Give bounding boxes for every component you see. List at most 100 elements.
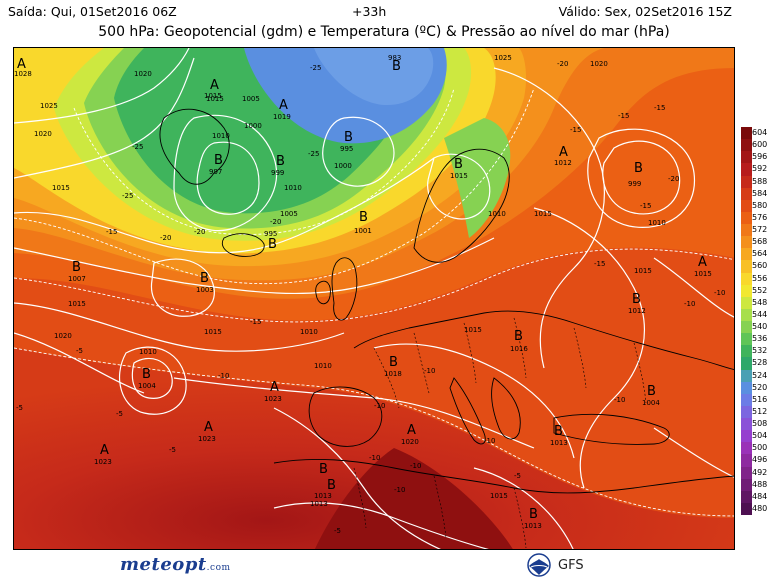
svg-text:1023: 1023 xyxy=(264,395,282,403)
svg-text:1013: 1013 xyxy=(524,522,542,530)
svg-text:1015: 1015 xyxy=(204,328,222,336)
svg-text:-20: -20 xyxy=(557,60,568,68)
footer: meteopt.com GFS xyxy=(0,550,768,580)
brand-name: meteopt xyxy=(120,554,207,575)
colorbar-tick-label: 544 xyxy=(752,309,768,319)
svg-text:1012: 1012 xyxy=(628,307,646,315)
svg-text:B: B xyxy=(142,367,151,382)
coastlines xyxy=(159,108,734,494)
svg-text:A: A xyxy=(559,145,568,160)
svg-text:1015: 1015 xyxy=(694,270,712,278)
svg-text:A: A xyxy=(407,423,416,438)
svg-text:1015: 1015 xyxy=(634,267,652,275)
svg-text:A: A xyxy=(100,443,109,458)
meteopt-logo[interactable]: meteopt.com xyxy=(120,554,231,575)
svg-text:-10: -10 xyxy=(410,462,421,470)
colorbar-tick-label: 536 xyxy=(752,334,768,344)
header-row: Saída: Qui, 01Set2016 06Z +33h Válido: S… xyxy=(0,4,768,20)
colorbar-swatch xyxy=(741,454,752,467)
svg-text:1015: 1015 xyxy=(490,492,508,500)
colorbar-swatch xyxy=(741,199,752,212)
svg-text:-20: -20 xyxy=(160,234,171,242)
svg-text:-15: -15 xyxy=(106,228,117,236)
svg-text:1005: 1005 xyxy=(280,210,298,218)
svg-text:B: B xyxy=(268,237,277,252)
svg-text:B: B xyxy=(647,384,656,399)
colorbar-tick-label: 528 xyxy=(752,358,768,368)
svg-text:-10: -10 xyxy=(614,396,625,404)
svg-text:B: B xyxy=(276,154,285,169)
svg-text:-5: -5 xyxy=(334,527,341,535)
colorbar-tick-label: 600 xyxy=(752,140,768,150)
svg-text:B: B xyxy=(514,329,523,344)
colorbar-swatch xyxy=(741,442,752,455)
svg-text:1007: 1007 xyxy=(68,275,86,283)
colorbar-tick-label: 480 xyxy=(752,503,768,513)
colorbar-tick-label: 488 xyxy=(752,479,768,489)
colorbar-tick-label: 576 xyxy=(752,212,768,222)
svg-text:B: B xyxy=(319,462,328,477)
svg-text:-5: -5 xyxy=(169,446,176,454)
colorbar-swatch xyxy=(741,345,752,358)
svg-text:B: B xyxy=(359,210,368,225)
svg-text:B: B xyxy=(344,130,353,145)
svg-text:1015: 1015 xyxy=(68,300,86,308)
svg-text:B: B xyxy=(214,153,223,168)
svg-text:1015: 1015 xyxy=(204,92,222,100)
colorbar-swatch xyxy=(741,381,752,394)
temp-band-light-blue xyxy=(314,48,434,106)
svg-text:995: 995 xyxy=(340,145,353,153)
svg-text:B: B xyxy=(632,292,641,307)
svg-text:1015: 1015 xyxy=(534,210,552,218)
country-borders xyxy=(353,317,647,549)
svg-text:1015: 1015 xyxy=(206,95,224,103)
svg-text:-15: -15 xyxy=(618,112,629,120)
svg-text:-10: -10 xyxy=(369,454,380,462)
colorbar-tick-label: 492 xyxy=(752,467,768,477)
colorbar-tick-label: 532 xyxy=(752,346,768,356)
valid-info: Válido: Sex, 02Set2016 15Z xyxy=(558,4,732,19)
svg-text:1010: 1010 xyxy=(212,132,230,140)
colorbar-tick-label: 504 xyxy=(752,431,768,441)
temperature-value-labels: -25 -25 -20 -20 -20 -25 -25 -15 -15 -20 … xyxy=(16,60,725,535)
svg-text:B: B xyxy=(392,59,401,74)
svg-text:1010: 1010 xyxy=(648,219,666,227)
svg-text:1013: 1013 xyxy=(310,500,328,508)
colorbar-swatch xyxy=(741,211,752,224)
colorbar-swatch xyxy=(741,248,752,261)
colorbar-tick-label: 496 xyxy=(752,455,768,465)
colorbar-swatch xyxy=(741,466,752,479)
colorbar-swatch xyxy=(741,321,752,334)
svg-text:A: A xyxy=(17,57,26,72)
svg-text:B: B xyxy=(200,271,209,286)
svg-text:1020: 1020 xyxy=(134,70,152,78)
model-name: GFS xyxy=(558,558,584,573)
svg-text:-10: -10 xyxy=(394,486,405,494)
svg-text:-15: -15 xyxy=(654,104,665,112)
svg-text:-25: -25 xyxy=(310,64,321,72)
temperature-lines xyxy=(14,87,734,517)
colorbar-tick-label: 508 xyxy=(752,419,768,428)
svg-text:-15: -15 xyxy=(594,260,605,268)
svg-text:B: B xyxy=(554,424,563,439)
svg-text:A: A xyxy=(279,98,288,113)
svg-text:1023: 1023 xyxy=(198,435,216,443)
svg-text:1018: 1018 xyxy=(384,370,402,378)
colorbar-tick-label: 572 xyxy=(752,225,768,234)
svg-text:1025: 1025 xyxy=(494,54,512,62)
colorbar-tick-label: 580 xyxy=(752,200,768,210)
svg-text:1013: 1013 xyxy=(550,439,568,447)
